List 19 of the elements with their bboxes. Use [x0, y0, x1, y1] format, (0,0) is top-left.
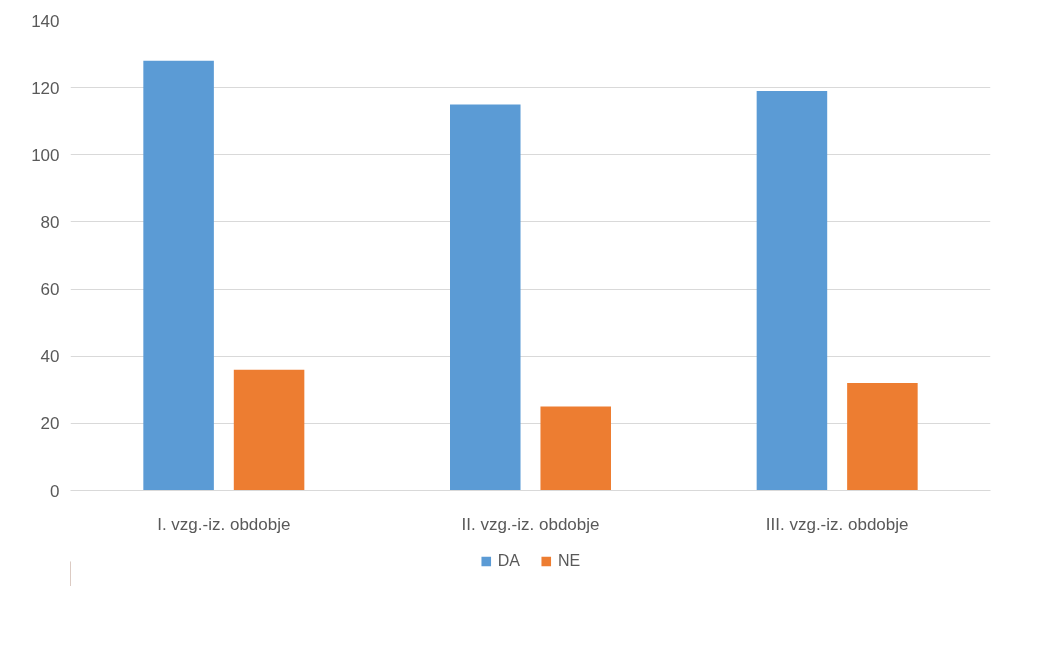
bar	[143, 60, 214, 491]
bar	[847, 383, 918, 491]
y-tick-label: 40	[40, 347, 60, 367]
x-tick-label: I. vzg.-iz. obdobje	[157, 514, 291, 534]
y-tick-label: 60	[40, 280, 60, 300]
legend-label: NE	[558, 552, 581, 570]
x-tick-label: III. vzg.-iz. obdobje	[765, 514, 909, 534]
y-tick-label: 20	[40, 414, 60, 434]
bar	[756, 91, 828, 491]
bar	[233, 369, 305, 491]
y-tick-label: 140	[31, 11, 60, 31]
y-tick-label: 0	[50, 481, 60, 501]
y-tick-label: 120	[31, 78, 60, 98]
y-tick-label: 80	[40, 212, 60, 232]
bar	[540, 406, 611, 491]
y-tick-label: 100	[31, 145, 60, 165]
x-tick-label: II. vzg.-iz. obdobje	[461, 514, 600, 534]
legend-label: DA	[497, 552, 520, 570]
bar	[450, 104, 521, 491]
